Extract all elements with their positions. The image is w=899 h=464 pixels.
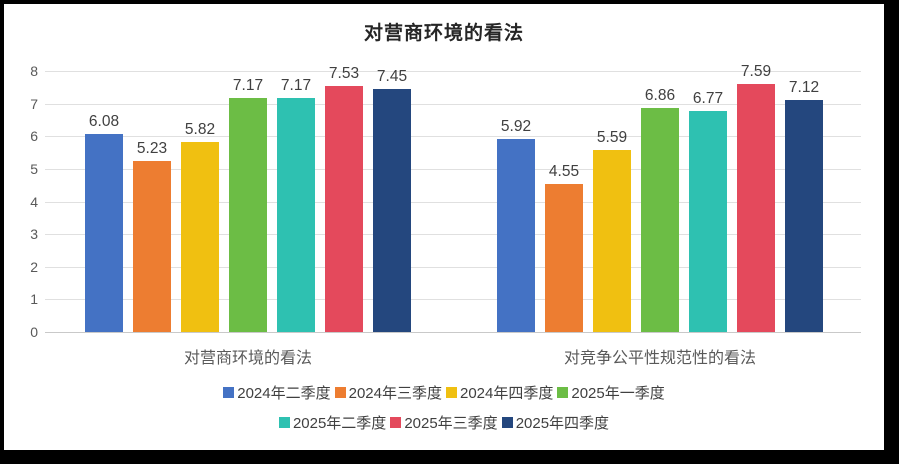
data-label: 7.53 bbox=[328, 65, 360, 83]
legend-label: 2025年一季度 bbox=[571, 385, 665, 402]
bar-wrap: 5.82 bbox=[181, 121, 219, 332]
gridline bbox=[45, 332, 861, 333]
bar bbox=[593, 149, 631, 332]
gridline bbox=[45, 136, 861, 138]
bar bbox=[737, 84, 775, 332]
legend-swatch-icon bbox=[334, 387, 346, 398]
legend-swatch-icon bbox=[501, 417, 513, 428]
bar-group: 6.08 5.23 5.82 7.17 7.17 7.53 7.45 bbox=[85, 65, 411, 332]
bar-wrap: 7.45 bbox=[373, 68, 411, 332]
gridline bbox=[45, 168, 861, 170]
bar bbox=[373, 88, 411, 332]
legend-label: 2024年二季度 bbox=[237, 385, 331, 402]
y-tick-label: 0 bbox=[30, 324, 38, 340]
bar bbox=[85, 133, 123, 332]
bar-wrap: 7.59 bbox=[737, 63, 775, 332]
legend-item: 2025年一季度 bbox=[557, 382, 665, 403]
legend-swatch-icon bbox=[390, 417, 402, 428]
data-label: 6.08 bbox=[88, 112, 120, 130]
chart-title: 对营商环境的看法 bbox=[363, 22, 524, 44]
data-label: 7.59 bbox=[740, 63, 772, 81]
data-label: 6.86 bbox=[644, 87, 676, 105]
bar bbox=[325, 86, 363, 332]
bar-wrap: 7.17 bbox=[277, 77, 315, 332]
y-tick-label: 5 bbox=[30, 160, 38, 177]
data-label: 5.23 bbox=[136, 140, 168, 158]
data-label: 6.77 bbox=[692, 90, 724, 108]
bar bbox=[785, 99, 823, 332]
bar-wrap: 5.23 bbox=[133, 140, 171, 332]
legend-row: 2024年二季度 2024年三季度 2024年四季度 2025年一季度 bbox=[221, 382, 667, 403]
data-label: 5.82 bbox=[184, 121, 216, 139]
bar bbox=[689, 111, 727, 332]
y-tick-label: 1 bbox=[30, 291, 38, 308]
bar bbox=[181, 142, 219, 332]
bar-group: 5.92 4.55 5.59 6.86 6.77 7.59 7.12 bbox=[497, 63, 823, 332]
data-label: 7.45 bbox=[376, 67, 408, 85]
gridline bbox=[45, 71, 861, 72]
bar-wrap: 6.86 bbox=[641, 87, 679, 332]
bar bbox=[133, 161, 171, 332]
bar-wrap: 7.17 bbox=[229, 77, 267, 332]
legend: 2024年二季度 2024年三季度 2024年四季度 2025年一季度 2025年二季度… bbox=[4, 382, 884, 433]
gridline bbox=[45, 201, 861, 203]
legend-item: 2024年二季度 bbox=[223, 382, 331, 403]
data-label: 5.92 bbox=[500, 117, 532, 135]
legend-item: 2025年三季度 bbox=[390, 412, 498, 433]
data-label: 5.59 bbox=[596, 128, 628, 146]
y-tick-label: 4 bbox=[30, 193, 38, 210]
legend-swatch-icon bbox=[557, 387, 569, 398]
data-label: 7.12 bbox=[788, 78, 820, 96]
gridline bbox=[45, 103, 861, 105]
y-tick-label: 8 bbox=[30, 63, 38, 79]
bar bbox=[277, 98, 315, 332]
legend-swatch-icon bbox=[278, 417, 290, 428]
legend-label: 2025年三季度 bbox=[404, 415, 498, 432]
y-tick-label: 2 bbox=[30, 258, 38, 275]
legend-label: 2024年三季度 bbox=[348, 385, 442, 402]
bar-wrap: 5.92 bbox=[497, 118, 535, 332]
data-label: 7.17 bbox=[232, 77, 264, 95]
bar-wrap: 6.77 bbox=[689, 90, 727, 332]
y-tick-label: 6 bbox=[30, 128, 38, 145]
category-label: 对竞争公平性规范性的看法 bbox=[563, 350, 756, 367]
bar-wrap: 4.55 bbox=[545, 163, 583, 332]
legend-item: 2025年二季度 bbox=[278, 412, 387, 433]
bar bbox=[229, 98, 267, 332]
y-tick-label: 7 bbox=[30, 95, 38, 112]
bar-wrap: 7.12 bbox=[785, 79, 823, 332]
legend-swatch-icon bbox=[446, 387, 457, 398]
gridline bbox=[45, 299, 861, 301]
legend-item: 2024年四季度 bbox=[446, 382, 553, 403]
bar bbox=[545, 183, 583, 332]
legend-item: 2024年三季度 bbox=[334, 382, 442, 403]
bar bbox=[641, 108, 679, 332]
category-label: 对营商环境的看法 bbox=[183, 350, 312, 367]
gridline bbox=[45, 266, 861, 268]
legend-label: 2025年二季度 bbox=[292, 415, 387, 432]
gridline bbox=[45, 234, 861, 236]
legend-item: 2025年四季度 bbox=[501, 412, 610, 433]
bar-wrap: 7.53 bbox=[325, 65, 363, 332]
y-tick-label: 3 bbox=[30, 226, 38, 243]
data-label: 4.55 bbox=[548, 162, 580, 180]
bar-wrap: 5.59 bbox=[593, 129, 631, 332]
legend-label: 2025年四季度 bbox=[515, 415, 610, 432]
data-label: 7.17 bbox=[280, 77, 312, 95]
legend-label: 2024年四季度 bbox=[460, 385, 554, 402]
bar-wrap: 6.08 bbox=[85, 113, 123, 332]
bar bbox=[497, 138, 535, 332]
legend-swatch-icon bbox=[223, 387, 235, 398]
legend-row: 2025年二季度 2025年三季度 2025年四季度 bbox=[277, 412, 611, 433]
